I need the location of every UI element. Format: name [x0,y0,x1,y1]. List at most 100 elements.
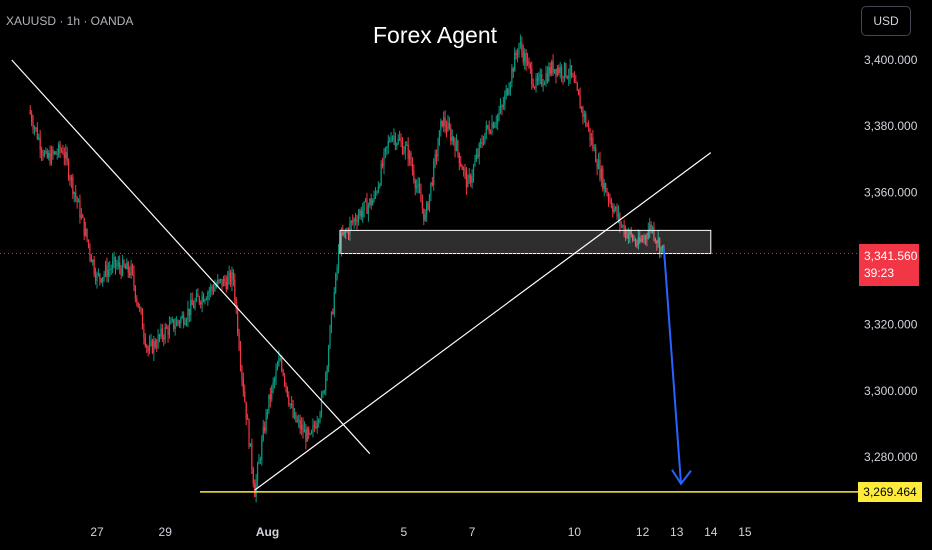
candle-body [318,420,320,423]
candle-body [460,163,462,167]
candle-body [212,288,215,292]
candle-body [193,305,195,308]
candle-body [535,78,537,88]
candle-body [241,366,243,379]
candle-body [622,225,624,227]
candle-body [450,128,452,141]
candle-body [475,154,477,161]
candle-body [60,150,63,152]
candle-body [126,262,128,270]
candle-body [462,168,465,170]
currency-button[interactable]: USD [861,6,911,36]
resistance-zone[interactable] [339,229,712,255]
candle-body [380,163,382,185]
last-price-value: 3,341.560 [864,249,918,263]
candle-body [170,320,172,324]
candle-body [39,137,41,151]
candle-body [400,140,402,143]
candle-body [342,232,344,235]
candle-body [281,358,283,371]
candle-body [197,294,199,297]
candle-body [364,199,367,202]
candle-body [387,140,389,147]
candle-body [332,311,334,314]
candle-body [69,178,71,181]
candle-body [552,61,554,73]
candle-body [154,340,156,347]
candle-body [495,122,497,125]
candle-body [242,378,244,392]
candle-body [217,279,219,286]
candle-body [507,88,509,95]
candle-body [231,272,233,284]
candle-body [391,136,394,140]
candle-body [137,302,139,308]
candle-body [417,184,419,187]
candle-body [420,191,422,203]
candle-body [592,137,594,149]
rising-trendline[interactable] [254,152,712,491]
candle-body [582,107,584,117]
candle-body [433,161,435,185]
forecast-arrow[interactable] [662,248,682,484]
candle-body [291,403,293,406]
candle-body [116,265,118,267]
candle-body [67,160,70,179]
candle-body [478,143,480,157]
candle-body [580,107,583,109]
candle-body [190,299,192,316]
candle-body [29,109,31,114]
candle-body [50,149,53,164]
candle-body [191,299,193,306]
candle-body [36,127,38,139]
candle-body [70,176,73,181]
candle-body [114,257,117,267]
candle-body [501,106,503,108]
candle-body [320,395,323,414]
candle-body [397,138,399,144]
candle-body [383,152,385,167]
candle-body [227,277,229,290]
time-tick-label: 15 [738,525,752,539]
candle-body [266,411,269,413]
candle-body [637,237,639,246]
candle-body [353,218,355,223]
candle-body [147,347,149,352]
candle-body [570,65,573,75]
candle-body [627,234,629,238]
candle-body [66,152,68,161]
candle-body [117,262,119,266]
candle-body [613,208,615,212]
price-tick-label: 3,380.000 [864,119,918,133]
candle-body [642,239,644,241]
candle-body [386,146,388,148]
candle-body [63,153,65,159]
candle-body [309,433,311,435]
candle-body [518,43,520,55]
candle-body [100,278,102,282]
symbol-label[interactable]: XAUUSD · 1h · OANDA [6,14,134,28]
falling-trendline[interactable] [11,59,371,455]
candle-body [308,428,310,434]
candle-body [131,264,134,273]
candle-body [599,159,601,179]
candle-body [262,427,264,440]
candle-body [146,345,148,348]
candle-body [271,386,273,400]
candle-body [59,144,61,152]
candle-body [403,151,405,154]
candle-body [418,184,421,192]
candle-body [80,215,82,218]
candle-body [532,83,534,87]
candle-body [188,308,190,316]
candle-body [337,250,340,268]
candle-body [178,321,181,324]
candle-body [173,319,175,329]
candle-body [515,52,517,55]
candle-body [79,200,81,218]
candle-body [435,154,438,157]
candle-body [97,273,100,275]
candle-body [330,311,333,327]
candle-body [522,50,524,63]
